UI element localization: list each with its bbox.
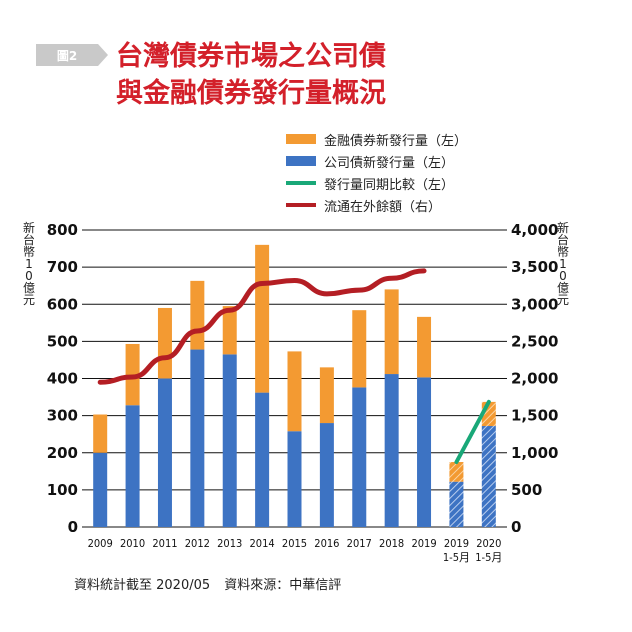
bar-corporate-8 — [352, 387, 367, 527]
bar-corporate-1 — [125, 405, 140, 527]
right-tick-label: 0 — [511, 518, 521, 536]
legend-label-yoy-comparison: 發行量同期比較（左） — [324, 177, 455, 193]
footnote-stat-date: 資料統計截至 2020/05 — [74, 578, 211, 593]
bar-corporate-11 — [449, 481, 464, 527]
legend-label-financial-bonds: 金融債券新發行量（左） — [324, 133, 468, 149]
x-tick-label: 2020 1-5月 — [475, 537, 502, 564]
left-tick-label: 400 — [47, 370, 78, 388]
legend-swatch-yoy-comparison — [286, 181, 316, 185]
legend-item-yoy-comparison: 發行量同期比較（左） — [286, 172, 467, 194]
x-tick-label: 2009 — [88, 537, 113, 550]
footnote-source: 資料來源：中華信評 — [224, 578, 342, 593]
legend: 金融債券新發行量（左） 公司債新發行量（左） 發行量同期比較（左） 流通在外餘額… — [286, 128, 467, 216]
bar-corporate-2 — [157, 378, 172, 527]
figure-badge: 圖2 — [36, 44, 108, 66]
right-tick-label: 2,000 — [511, 370, 558, 388]
bar-corporate-12 — [481, 426, 496, 527]
right-tick-label: 1,500 — [511, 407, 558, 425]
left-tick-label: 500 — [47, 332, 78, 350]
legend-label-corporate-bonds: 公司債新發行量（左） — [324, 155, 455, 171]
left-tick-label: 700 — [47, 258, 78, 276]
bar-financial-9 — [384, 289, 399, 375]
x-tick-label: 2010 — [120, 537, 145, 550]
x-tick-label: 2014 — [250, 537, 275, 550]
bar-financial-10 — [417, 316, 432, 378]
bar-financial-4 — [222, 306, 237, 355]
yoy-comparison-line — [454, 399, 491, 465]
bar-financial-0 — [93, 414, 108, 453]
left-tick-label: 600 — [47, 295, 78, 313]
bar-corporate-9 — [384, 374, 399, 527]
bar-corporate-6 — [287, 431, 302, 527]
right-tick-label: 1,000 — [511, 444, 558, 462]
bar-corporate-3 — [190, 349, 205, 527]
x-tick-label: 2011 — [152, 537, 177, 550]
bar-corporate-0 — [93, 452, 108, 527]
right-tick-label: 3,500 — [511, 258, 558, 276]
left-tick-label: 100 — [47, 481, 78, 499]
legend-item-outstanding-balance: 流通在外餘額（右） — [286, 194, 467, 216]
right-tick-label: 3,000 — [511, 295, 558, 313]
left-tick-label: 0 — [68, 518, 78, 536]
footnote: 資料統計截至 2020/05 資料來源：中華信評 — [74, 574, 351, 593]
legend-swatch-corporate-bonds — [286, 156, 316, 166]
chart-title-line-2: 與金融債券發行量概況 — [116, 78, 386, 109]
x-tick-label: 2018 — [379, 537, 404, 550]
left-tick-label: 800 — [47, 221, 78, 239]
x-tick-label: 2019 — [411, 537, 436, 550]
outstanding-balance-line — [97, 268, 427, 385]
bar-corporate-10 — [417, 377, 432, 527]
x-tick-label: 2017 — [347, 537, 372, 550]
x-tick-label: 2016 — [314, 537, 339, 550]
bar-financial-6 — [287, 351, 302, 432]
legend-swatch-outstanding-balance — [286, 203, 316, 207]
legend-item-corporate-bonds: 公司債新發行量（左） — [286, 150, 467, 172]
right-tick-label: 2,500 — [511, 332, 558, 350]
bar-financial-2 — [157, 307, 172, 379]
bar-financial-11 — [449, 462, 464, 482]
bar-financial-5 — [255, 244, 270, 393]
legend-item-financial-bonds: 金融債券新發行量（左） — [286, 128, 467, 150]
legend-label-outstanding-balance: 流通在外餘額（右） — [324, 199, 442, 215]
bar-corporate-4 — [222, 354, 237, 527]
left-tick-label: 300 — [47, 407, 78, 425]
right-tick-label: 500 — [511, 481, 542, 499]
x-tick-label: 2015 — [282, 537, 307, 550]
bar-financial-3 — [190, 280, 205, 350]
bar-financial-7 — [319, 367, 334, 424]
bar-corporate-5 — [255, 392, 270, 527]
chart-title-line-1: 台灣債券市場之公司債 — [116, 41, 386, 72]
right-tick-label: 4,000 — [511, 221, 558, 239]
x-tick-label: 2019 1-5月 — [443, 537, 470, 564]
left-tick-label: 200 — [47, 444, 78, 462]
bar-financial-8 — [352, 310, 367, 388]
bar-corporate-7 — [319, 423, 334, 527]
x-tick-label: 2012 — [185, 537, 210, 550]
chart-title: 台灣債券市場之公司債 與金融債券發行量概況 — [116, 38, 556, 112]
legend-swatch-financial-bonds — [286, 134, 316, 144]
x-tick-label: 2013 — [217, 537, 242, 550]
